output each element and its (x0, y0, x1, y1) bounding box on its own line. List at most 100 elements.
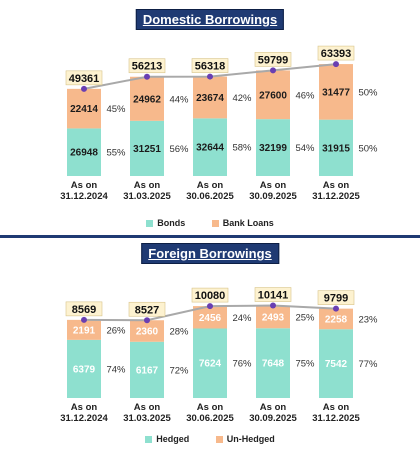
percent-label: 24% (232, 313, 252, 324)
percent-label: 58% (232, 143, 252, 154)
total-label-box (317, 290, 355, 305)
data-label: 23674 (196, 93, 224, 104)
legend-swatch-un-hedged (215, 435, 223, 443)
bar-hedged (193, 328, 227, 398)
legend-item-un-hedged: Un-Hedged (215, 434, 275, 444)
bar-hedged (319, 329, 353, 398)
section-divider (0, 235, 420, 238)
tick-label: 31.03.2025 (123, 191, 171, 202)
percent-label: 23% (358, 314, 378, 325)
chart-legend: Bonds Bank Loans (0, 218, 420, 229)
total-marker (270, 67, 276, 74)
tick-label: 30.06.2025 (186, 413, 234, 424)
bar-hedged (130, 341, 164, 398)
legend-label: Bank Loans (222, 218, 274, 228)
total-label: 8527 (135, 304, 159, 316)
data-label: 6167 (136, 365, 159, 376)
data-label: 24962 (133, 94, 161, 105)
total-label-box (128, 58, 166, 74)
tick-label: As on (134, 402, 161, 413)
bar-un-hedged (67, 319, 101, 340)
total-marker (144, 73, 150, 80)
data-label: 32199 (259, 143, 287, 154)
legend-swatch-bonds (146, 219, 154, 227)
total-label: 9799 (324, 293, 348, 305)
total-marker (144, 317, 150, 324)
bar-bonds (256, 119, 290, 176)
data-label: 31251 (133, 144, 161, 155)
percent-label: 74% (106, 364, 126, 375)
total-label: 59799 (258, 54, 289, 66)
legend-label: Un-Hedged (226, 434, 275, 444)
percent-label: 56% (169, 144, 189, 155)
tick-label: 30.09.2025 (249, 191, 297, 202)
bar-bonds (67, 128, 101, 176)
total-label-box (317, 45, 355, 61)
total-marker (207, 73, 213, 80)
total-label: 63393 (321, 48, 352, 60)
data-label: 31915 (322, 143, 350, 154)
legend-swatch-hedged (145, 435, 153, 443)
data-label: 2191 (73, 325, 96, 336)
total-label-box (254, 287, 292, 302)
total-label: 8569 (72, 304, 96, 316)
tick-label: As on (197, 180, 224, 191)
data-label: 26948 (70, 148, 98, 159)
tick-label: As on (71, 180, 98, 191)
bar-un-hedged (130, 320, 164, 342)
legend-swatch-bank-loans (211, 219, 219, 227)
bar-un-hedged (256, 305, 290, 329)
data-label: 31477 (322, 87, 350, 98)
percent-label: 72% (169, 365, 189, 376)
tick-label: 31.03.2025 (123, 413, 171, 424)
tick-label: 31.12.2025 (312, 413, 360, 424)
total-label: 10080 (195, 290, 226, 302)
legend-label: Hedged (156, 434, 190, 444)
tick-label: As on (323, 180, 350, 191)
total-marker (333, 305, 339, 312)
legend-label: Bonds (157, 218, 186, 228)
bar-un-hedged (193, 306, 227, 329)
percent-label: 50% (358, 143, 378, 154)
percent-label: 45% (106, 104, 126, 115)
bar-un-hedged (319, 308, 353, 330)
legend-item-bank-loans: Bank Loans (211, 218, 274, 228)
percent-label: 75% (295, 359, 315, 370)
bar-bank-loans (67, 88, 101, 129)
bar-bank-loans (193, 76, 227, 119)
percent-label: 76% (232, 359, 252, 370)
tick-label: 31.12.2025 (312, 191, 360, 202)
data-label: 2360 (136, 327, 159, 338)
bar-bank-loans (256, 70, 290, 120)
total-label-box (191, 287, 229, 303)
bar-hedged (256, 328, 290, 398)
percent-label: 50% (358, 87, 378, 98)
tick-label: 30.06.2025 (186, 191, 234, 202)
data-label: 6379 (73, 364, 96, 375)
total-label-box (191, 58, 229, 73)
bar-bonds (319, 119, 353, 176)
percent-label: 28% (169, 327, 189, 338)
total-label: 10141 (258, 290, 289, 302)
total-marker (81, 316, 87, 323)
total-label-box (65, 70, 103, 86)
tick-label: As on (134, 180, 161, 191)
total-label-box (128, 301, 166, 317)
tick-label: 31.12.2024 (60, 413, 108, 424)
total-label: 49361 (69, 73, 100, 85)
data-label: 2258 (325, 314, 348, 325)
bar-bonds (130, 120, 164, 176)
percent-label: 55% (106, 148, 126, 159)
tick-label: As on (71, 402, 98, 413)
chart-legend: Hedged Un-Hedged (0, 434, 420, 445)
percent-label: 54% (295, 143, 315, 154)
percent-label: 42% (232, 93, 252, 104)
tick-label: As on (197, 402, 224, 413)
percent-label: 25% (295, 312, 315, 323)
data-label: 22414 (70, 104, 98, 115)
percent-label: 77% (358, 359, 378, 370)
total-marker (81, 85, 87, 92)
percent-label: 26% (106, 325, 126, 336)
total-label-box (254, 52, 292, 67)
